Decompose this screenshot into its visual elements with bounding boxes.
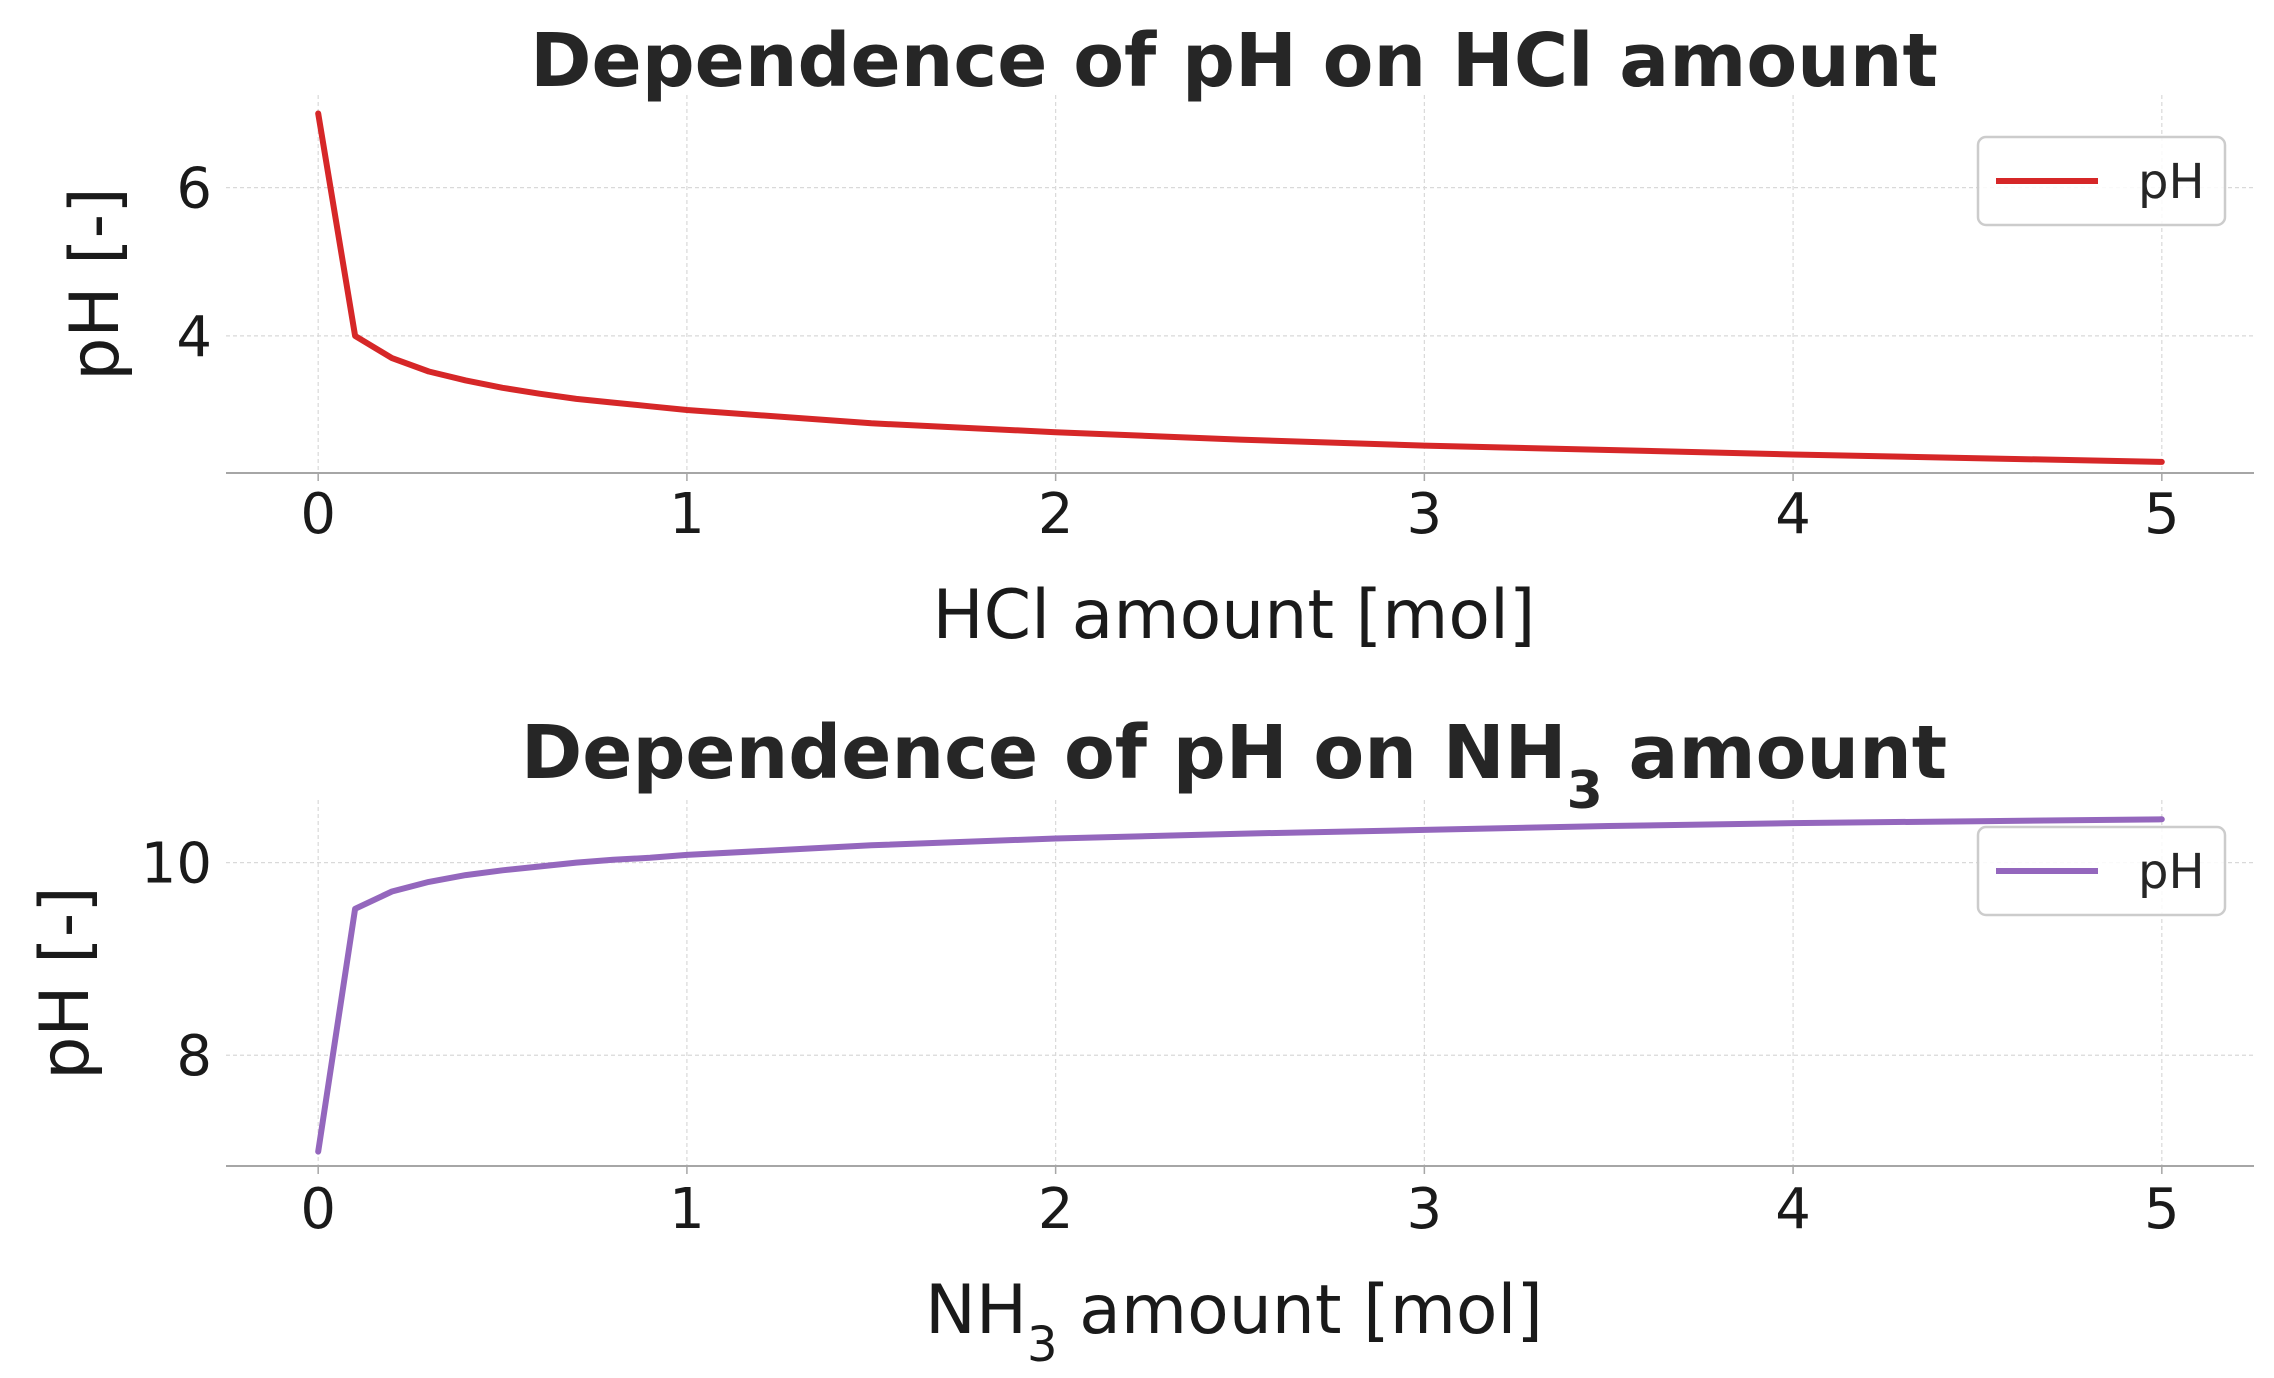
legend: pH — [1976, 825, 2227, 917]
subplot-2: 0 1 2 3 4 5 8 10 Dependence of pH on NH3 amount N… — [26, 710, 2254, 1373]
y-tick-label: 10 — [141, 832, 212, 897]
x-tick-label: 0 — [300, 482, 336, 547]
x-axis-label: HCl amount [mol] — [933, 576, 1536, 655]
y-tick-label: 8 — [176, 1024, 212, 1089]
chart-title: Dependence of pH on HCl amount — [530, 18, 1938, 104]
x-tick-label: 3 — [1407, 1177, 1443, 1242]
legend-box — [1976, 825, 2227, 917]
chart-title: Dependence of pH on NH3 amount — [521, 710, 1947, 821]
x-tick-label: 5 — [2144, 1177, 2180, 1242]
legend-entry-label: pH — [2138, 154, 2205, 210]
legend: pH — [1976, 135, 2227, 227]
y-axis-label: pH [-] — [26, 886, 105, 1080]
x-axis-label: NH3 amount [mol] — [925, 1271, 1543, 1373]
x-tick-label: 4 — [1775, 1177, 1811, 1242]
subplot-1: 0 1 2 3 4 5 4 6 Dependence of pH on HCl amount HC… — [56, 18, 2254, 655]
series-line-ph — [315, 110, 2165, 465]
x-tick-label: 5 — [2144, 482, 2180, 547]
x-tick-label: 4 — [1775, 482, 1811, 547]
series-line-ph — [315, 816, 2165, 1155]
y-tick-label: 4 — [176, 305, 212, 370]
legend-entry-label: pH — [2138, 844, 2205, 900]
x-tick-label: 2 — [1038, 1177, 1074, 1242]
x-tick-label: 1 — [669, 1177, 705, 1242]
x-tick-label: 0 — [300, 1177, 336, 1242]
x-tick-label: 1 — [669, 482, 705, 547]
x-tick-label: 3 — [1407, 482, 1443, 547]
y-axis-label: pH [-] — [56, 187, 135, 381]
legend-box — [1976, 135, 2227, 227]
x-tick-label: 2 — [1038, 482, 1074, 547]
y-tick-label: 6 — [176, 157, 212, 222]
